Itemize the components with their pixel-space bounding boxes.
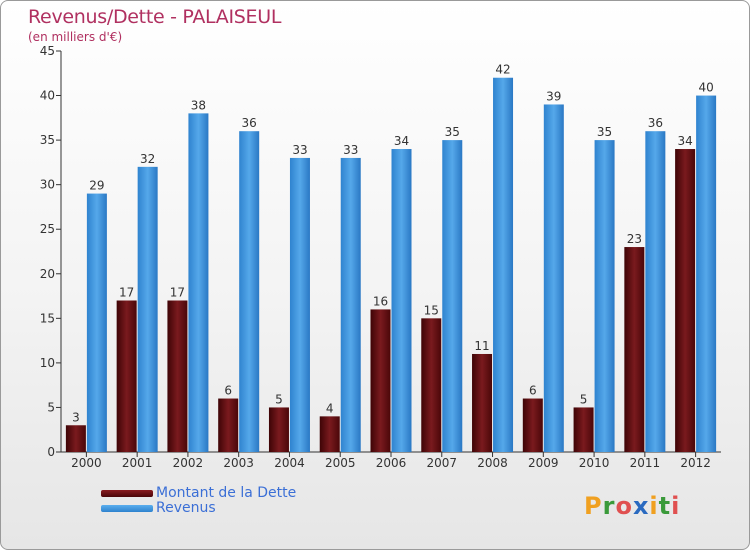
bar-dette <box>675 149 696 452</box>
bar-dette <box>167 300 188 452</box>
x-tick-label: 2004 <box>274 456 305 470</box>
y-tick-label: 0 <box>47 445 55 459</box>
bar-revenus <box>493 77 514 452</box>
logo-letter: t <box>658 492 672 520</box>
bar-dette <box>370 309 391 452</box>
bar-revenus <box>442 140 463 452</box>
bar-dette <box>218 398 239 452</box>
x-tick-label: 2003 <box>223 456 254 470</box>
value-label-dette: 15 <box>424 303 439 317</box>
x-tick-label: 2005 <box>325 456 356 470</box>
logo-letter: i <box>649 492 659 520</box>
bar-dette <box>116 300 137 452</box>
x-tick-label: 2001 <box>122 456 153 470</box>
x-tick-label: 2008 <box>477 456 508 470</box>
y-tick-label: 40 <box>40 89 55 103</box>
value-label-dette: 34 <box>677 134 692 148</box>
legend-label-revenus: Revenus <box>156 500 216 516</box>
value-label-revenus: 32 <box>140 152 155 166</box>
y-tick-label: 45 <box>40 44 55 58</box>
y-tick-label: 10 <box>40 356 55 370</box>
bar-revenus <box>696 95 717 453</box>
value-label-dette: 17 <box>119 286 134 300</box>
value-label-dette: 4 <box>326 401 334 415</box>
y-tick-label: 30 <box>40 178 55 192</box>
legend-swatch-revenus <box>101 505 153 512</box>
value-label-revenus: 40 <box>698 81 713 95</box>
value-label-revenus: 34 <box>394 134 409 148</box>
x-tick-label: 2007 <box>426 456 457 470</box>
y-tick-label: 35 <box>40 133 55 147</box>
value-label-dette: 5 <box>275 392 283 406</box>
value-label-dette: 5 <box>580 392 588 406</box>
value-label-revenus: 38 <box>191 98 206 112</box>
value-label-revenus: 29 <box>89 179 104 193</box>
value-label-dette: 11 <box>474 339 489 353</box>
bar-revenus <box>137 166 158 452</box>
legend-label-dette: Montant de la Dette <box>156 485 297 501</box>
bar-revenus <box>188 113 209 452</box>
y-tick-label: 25 <box>40 222 55 236</box>
value-label-revenus: 36 <box>648 116 663 130</box>
logo-letter: i <box>671 492 681 520</box>
x-tick-label: 2002 <box>173 456 204 470</box>
bar-revenus <box>289 157 310 452</box>
bar-revenus <box>340 157 361 452</box>
value-labels: 3 29 17 32 17 38 6 36 5 33 4 33 16 34 15 35 11 42 6 39 5 35 23… <box>72 63 714 425</box>
bar-dette <box>573 407 594 452</box>
bar-revenus <box>594 140 615 452</box>
x-tick-label: 2000 <box>71 456 102 470</box>
bar-dette <box>319 416 340 452</box>
bars <box>65 77 717 453</box>
y-tick-label: 20 <box>40 267 55 281</box>
y-tick-label: 5 <box>47 400 55 414</box>
bar-revenus <box>391 149 412 452</box>
x-tick-label: 2010 <box>579 456 610 470</box>
value-label-revenus: 42 <box>495 63 510 77</box>
logo-letter: o <box>615 492 633 520</box>
value-label-dette: 23 <box>627 232 642 246</box>
value-label-revenus: 33 <box>343 143 358 157</box>
value-label-revenus: 35 <box>597 125 612 139</box>
bar-dette <box>522 398 543 452</box>
value-label-dette: 6 <box>529 384 537 398</box>
value-label-revenus: 33 <box>292 143 307 157</box>
logo-letter: P <box>584 492 603 520</box>
x-tick-label: 2011 <box>630 456 661 470</box>
value-label-dette: 6 <box>224 384 232 398</box>
value-label-revenus: 39 <box>546 89 561 103</box>
logo-letter: x <box>632 492 650 520</box>
chart-subtitle: (en milliers d'€) <box>28 30 123 44</box>
bar-dette <box>472 353 493 452</box>
bar-revenus <box>645 131 666 452</box>
bar-revenus <box>86 193 107 453</box>
y-tick-label: 15 <box>40 311 55 325</box>
x-tick-label: 2006 <box>376 456 407 470</box>
x-tick-label: 2012 <box>680 456 711 470</box>
value-label-revenus: 35 <box>445 125 460 139</box>
chart-title: Revenus/Dette - PALAISEUL <box>28 6 282 28</box>
bar-dette <box>421 318 442 452</box>
logo-letter: r <box>602 492 616 520</box>
value-label-revenus: 36 <box>242 116 257 130</box>
legend-swatch-dette <box>101 490 153 497</box>
proxiti-logo: Proxiti <box>584 492 680 520</box>
value-label-dette: 16 <box>373 294 388 308</box>
bar-dette <box>65 425 86 452</box>
bar-revenus <box>543 104 564 452</box>
x-tick-label: 2009 <box>528 456 559 470</box>
bar-dette <box>624 247 645 452</box>
bar-revenus <box>239 131 260 452</box>
bar-dette <box>268 407 289 452</box>
value-label-dette: 17 <box>170 286 185 300</box>
value-label-dette: 3 <box>72 410 80 424</box>
